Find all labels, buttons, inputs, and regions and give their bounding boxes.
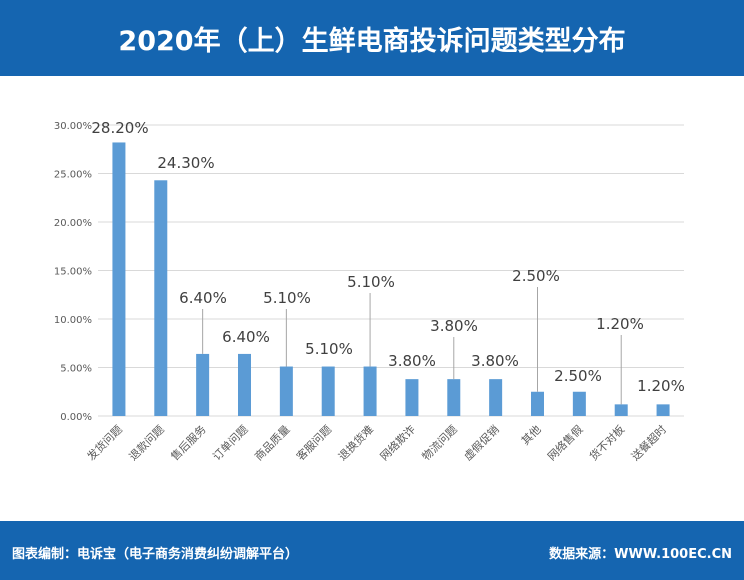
x-tick-label: 网络售假 <box>544 422 585 463</box>
bar <box>238 353 251 416</box>
footer: 图表编制：电诉宝（电子商务消费纠纷调解平台） 数据来源：WWW.100EC.CN <box>0 521 744 580</box>
x-tick-label: 网络欺诈 <box>377 422 418 463</box>
x-tick-label: 送餐超时 <box>628 422 669 463</box>
bar <box>614 404 628 416</box>
data-label: 28.20% <box>91 119 148 137</box>
bar <box>489 379 503 416</box>
data-label: 5.10% <box>263 289 311 307</box>
bar <box>196 353 210 416</box>
y-tick-label: 20.00% <box>54 218 92 229</box>
data-label: 3.80% <box>388 352 436 370</box>
bar <box>405 379 419 416</box>
x-tick-label: 货不对板 <box>586 422 627 463</box>
x-tick-label: 订单问题 <box>210 423 250 463</box>
data-label: 5.10% <box>305 340 353 358</box>
bar <box>656 404 670 416</box>
bar <box>447 379 461 416</box>
data-label: 2.50% <box>554 367 602 385</box>
x-tick-label: 虚假促销 <box>461 422 502 463</box>
bar-chart: 0.00% 5.00% 10.00% 15.00% 20.00% 25.00% 30.00%… <box>54 119 685 463</box>
y-tick-label: 5.00% <box>60 364 92 375</box>
bar <box>321 366 335 416</box>
footer-credit: 图表编制：电诉宝（电子商务消费纠纷调解平台） <box>12 547 299 562</box>
x-tick-label: 商品质量 <box>251 422 292 463</box>
x-tick-label: 物流问题 <box>419 422 460 463</box>
data-label: 1.20% <box>596 315 644 333</box>
data-label: 6.40% <box>179 289 227 307</box>
y-tick-label: 0.00% <box>60 412 92 423</box>
y-tick-label: 30.00% <box>54 121 92 132</box>
chart-title: 2020年（上）生鲜电商投诉问题类型分布 <box>0 0 744 76</box>
data-label: 2.50% <box>512 267 560 285</box>
bar <box>363 366 377 416</box>
bar <box>154 180 168 416</box>
x-tick-label: 售后服务 <box>168 422 209 463</box>
data-label: 24.30% <box>157 154 214 172</box>
x-tick-label: 退款问题 <box>126 422 167 463</box>
data-label: 6.40% <box>222 328 270 346</box>
bar <box>112 142 126 416</box>
data-label: 3.80% <box>430 317 478 335</box>
x-tick-label: 其他 <box>519 423 544 448</box>
bar <box>572 391 586 416</box>
x-tick-label: 客服问题 <box>293 422 334 463</box>
data-label: 3.80% <box>471 352 519 370</box>
data-label: 1.20% <box>637 377 685 395</box>
y-tick-label: 25.00% <box>54 170 92 181</box>
bar <box>531 391 544 416</box>
bar <box>279 366 293 416</box>
data-label: 5.10% <box>347 273 395 291</box>
y-tick-label: 10.00% <box>54 315 92 326</box>
y-tick-label: 15.00% <box>54 267 92 278</box>
x-tick-label: 发货问题 <box>84 422 125 463</box>
x-tick-label: 退换货难 <box>335 422 376 463</box>
footer-source: 数据来源：WWW.100EC.CN <box>549 547 732 562</box>
